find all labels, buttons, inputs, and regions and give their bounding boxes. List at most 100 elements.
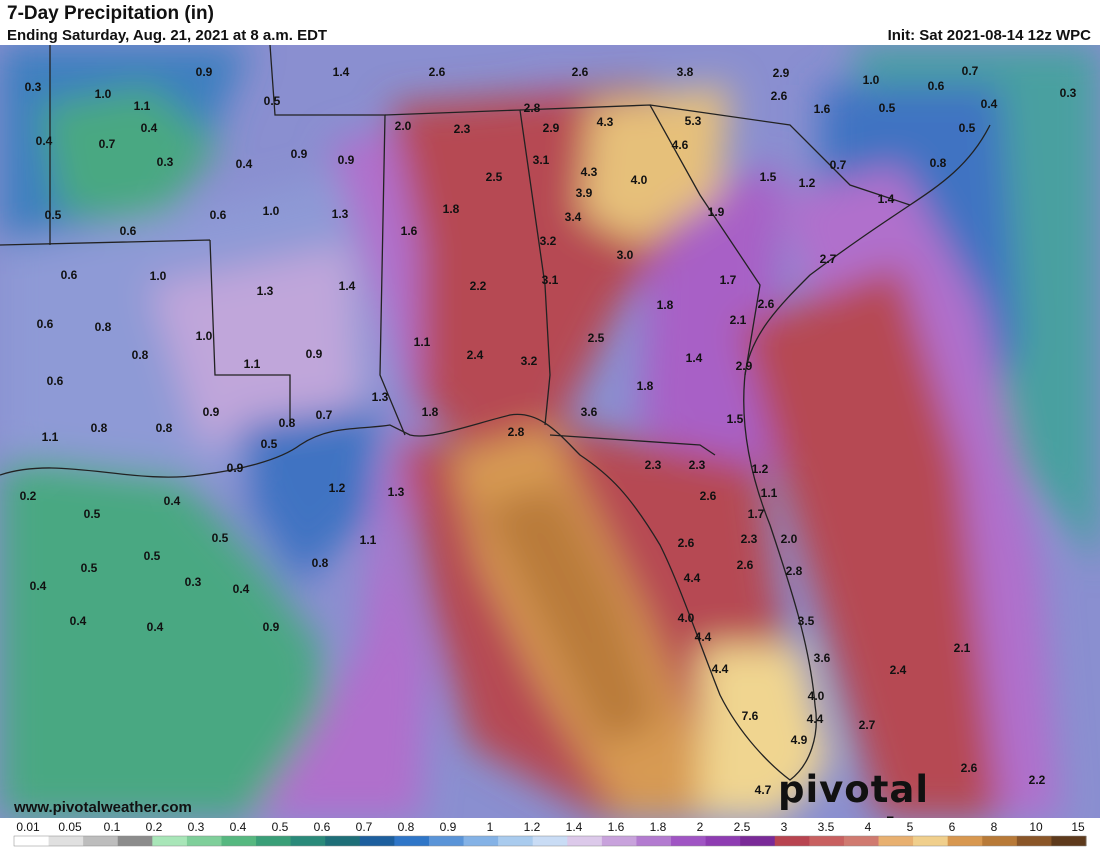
precip-label: 2.1: [730, 313, 747, 327]
precip-label: 1.7: [720, 273, 737, 287]
precip-label: 1.5: [727, 412, 744, 426]
precip-label: 1.4: [339, 279, 356, 293]
precip-label: 0.3: [185, 575, 202, 589]
legend-swatch: [913, 836, 949, 846]
precip-label: 2.4: [467, 348, 484, 362]
legend-tick-label: 1.4: [566, 820, 583, 834]
precip-label: 2.6: [678, 536, 695, 550]
legend-swatch: [14, 836, 50, 846]
precip-label: 4.4: [695, 630, 712, 644]
precip-label: 5.3: [685, 114, 702, 128]
precip-label: 1.8: [443, 202, 460, 216]
legend-swatch: [221, 836, 257, 846]
map-canvas: 0.3 1.0 1.1 0.4 0.4 0.7 0.3 0.9 0.5 1.4 0.9 0.9 0.4 0…: [0, 45, 1100, 818]
precip-label: 3.1: [533, 153, 550, 167]
precip-label: 0.8: [91, 421, 108, 435]
legend-swatch: [186, 836, 222, 846]
legend-swatch: [671, 836, 707, 846]
precip-label: 0.4: [233, 582, 250, 596]
precip-label: 1.0: [95, 87, 112, 101]
precip-label: 4.3: [597, 115, 614, 129]
precip-label: 3.4: [565, 210, 582, 224]
precip-label: 0.8: [95, 320, 112, 334]
precip-label: 0.8: [930, 156, 947, 170]
precip-label: 2.5: [588, 331, 605, 345]
precip-label: 3.6: [814, 651, 831, 665]
precip-label: 2.3: [454, 122, 471, 136]
precip-label: 0.4: [36, 134, 53, 148]
precip-label: 2.6: [758, 297, 775, 311]
precip-label: 1.4: [333, 65, 350, 79]
precip-label: 2.0: [781, 532, 798, 546]
precip-label: 4.3: [581, 165, 598, 179]
legend-swatch: [463, 836, 499, 846]
legend-swatch: [947, 836, 983, 846]
precip-label: 4.9: [791, 733, 808, 747]
legend-swatch: [601, 836, 637, 846]
legend-tick-label: 0.4: [230, 820, 247, 834]
precip-label: 0.6: [120, 224, 137, 238]
precip-label: 0.7: [99, 137, 116, 151]
header: 7-Day Precipitation (in) Ending Saturday…: [0, 0, 1100, 45]
precip-label: 0.5: [212, 531, 229, 545]
precip-label: 0.3: [157, 155, 174, 169]
legend-tick-label: 1.6: [608, 820, 625, 834]
precip-label: 2.6: [572, 65, 589, 79]
precip-label: 3.1: [542, 273, 559, 287]
legend-swatch: [567, 836, 603, 846]
precip-label: 0.5: [264, 94, 281, 108]
legend-tick-label: 0.01: [16, 820, 40, 834]
precip-label: 4.4: [684, 571, 701, 585]
precip-label: 2.6: [771, 89, 788, 103]
precip-label: 0.2: [20, 489, 37, 503]
website-url: www.pivotalweather.com: [14, 799, 192, 816]
precip-label: 0.3: [1060, 86, 1077, 100]
precip-label: 0.7: [830, 158, 847, 172]
precip-label: 3.9: [576, 186, 593, 200]
precip-label: 1.0: [263, 204, 280, 218]
precip-label: 0.6: [210, 208, 227, 222]
precip-label: 1.2: [329, 481, 346, 495]
precip-label: 0.5: [144, 549, 161, 563]
precip-label: 0.6: [928, 79, 945, 93]
legend-swatch: [636, 836, 672, 846]
legend-border: [13, 835, 1087, 847]
legend-swatch: [152, 836, 188, 846]
precip-label: 0.5: [81, 561, 98, 575]
legend-tick-label: 5: [907, 820, 914, 834]
legend-tick-label: 6: [949, 820, 956, 834]
precip-label: 1.0: [863, 73, 880, 87]
precip-label: 0.9: [203, 405, 220, 419]
precip-value-labels: 0.3 1.0 1.1 0.4 0.4 0.7 0.3 0.9 0.5 1.4 0.9 0.9 0.4 0…: [20, 64, 1077, 797]
legend-swatch: [359, 836, 395, 846]
precip-label: 0.5: [261, 437, 278, 451]
precip-label: 2.1: [954, 641, 971, 655]
precip-label: 2.4: [890, 663, 907, 677]
legend-tick-label: 1: [487, 820, 494, 834]
precip-label: 2.8: [524, 101, 541, 115]
legend-swatch: [1016, 836, 1052, 846]
legend-swatch: [774, 836, 810, 846]
precip-label: 4.7: [755, 783, 772, 797]
precip-label: 4.0: [678, 611, 695, 625]
precip-label: 2.9: [543, 121, 560, 135]
precip-label: 0.5: [45, 208, 62, 222]
legend-tick-label: 0.3: [188, 820, 205, 834]
precip-label: 2.6: [737, 558, 754, 572]
precip-label: 2.6: [429, 65, 446, 79]
legend-swatch: [498, 836, 534, 846]
precip-label: 3.2: [540, 234, 557, 248]
legend-swatch: [843, 836, 880, 846]
precip-label: 0.4: [30, 579, 47, 593]
init-time: Init: Sat 2021-08-14 12z WPC: [887, 27, 1091, 44]
precip-label: 0.9: [227, 461, 244, 475]
precip-label: 2.6: [700, 489, 717, 503]
precip-label: 0.9: [306, 347, 323, 361]
precip-label: 2.3: [645, 458, 662, 472]
precip-label: 1.6: [401, 224, 418, 238]
precip-label: 1.4: [878, 192, 895, 206]
precip-label: 2.9: [773, 66, 790, 80]
precip-label: 1.6: [814, 102, 831, 116]
precip-label: 1.8: [422, 405, 439, 419]
precip-label: 1.9: [708, 205, 725, 219]
